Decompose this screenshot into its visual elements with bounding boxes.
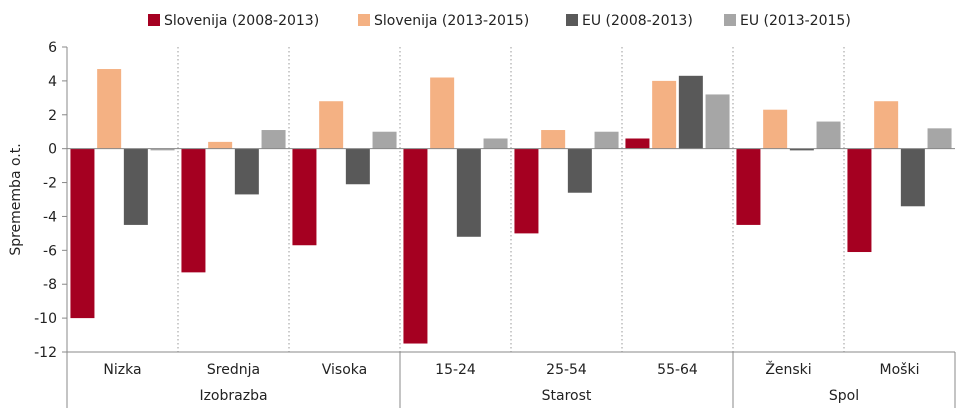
x-tick-label: 55-64: [657, 362, 698, 378]
bar-eu-2008-2013-nizka: [123, 148, 148, 225]
bar-slovenija-2008-2013-visoka: [292, 148, 317, 246]
y-tick-label: -2: [43, 176, 57, 192]
x-axis-labels: Nizka Srednja Visoka 15-24 25-54 55-64 Ženski M…: [66, 352, 956, 408]
x-tick-label: Srednja: [207, 362, 260, 378]
bar-eu-2008-2013-mo-ki: [900, 148, 925, 207]
bars: [70, 69, 952, 344]
legend-label: Slovenija (2008-2013): [164, 13, 319, 29]
y-axis-ticks: 6 4 2 0 -2 -4 -6 -8 -10 -12: [34, 40, 67, 361]
x-group-label: Starost: [542, 388, 592, 404]
bar-slovenija-2008-2013-25-54: [514, 148, 539, 234]
bar-eu-2008-2013-15-24: [456, 148, 481, 237]
legend-label: Slovenija (2013-2015): [374, 13, 529, 29]
x-tick-label: 15-24: [435, 362, 476, 378]
bar-eu-2013-2015-nizka: [150, 148, 175, 151]
y-tick-label: -10: [34, 311, 57, 327]
bar-eu-2008-2013-55-64: [678, 75, 703, 149]
y-axis-label: Sprememba o.t.: [8, 143, 24, 255]
bar-eu-2013-2015-enski: [816, 121, 841, 149]
bar-eu-2008-2013-srednja: [234, 148, 259, 195]
bar-eu-2008-2013-25-54: [567, 148, 592, 193]
y-tick-label: 0: [48, 142, 57, 158]
bar-slovenija-2008-2013-55-64: [625, 138, 650, 149]
y-tick-label: -4: [43, 209, 57, 225]
y-tick-label: -12: [34, 345, 57, 361]
bar-eu-2013-2015-15-24: [483, 138, 508, 149]
legend-swatch: [148, 14, 160, 26]
bar-slovenija-2008-2013-mo-ki: [847, 148, 872, 253]
y-tick-label: 2: [48, 108, 57, 124]
bar-slovenija-2013-2015-visoka: [319, 101, 344, 149]
bar-slovenija-2013-2015-mo-ki: [874, 101, 899, 149]
category-separators: [177, 47, 845, 352]
bar-eu-2008-2013-visoka: [345, 148, 370, 185]
x-group-label: Spol: [829, 388, 859, 404]
bar-eu-2013-2015-25-54: [594, 131, 619, 149]
bar-slovenija-2008-2013-15-24: [403, 148, 428, 344]
x-tick-label: Ženski: [765, 360, 811, 378]
bar-slovenija-2013-2015-nizka: [97, 69, 122, 149]
legend-label: EU (2013-2015): [740, 13, 851, 29]
x-group-label: Izobrazba: [199, 388, 267, 404]
bar-eu-2013-2015-mo-ki: [927, 128, 952, 149]
bar-slovenija-2013-2015-55-64: [652, 80, 677, 149]
bar-eu-2013-2015-srednja: [261, 130, 286, 149]
x-tick-label: Nizka: [103, 362, 141, 378]
bar-slovenija-2008-2013-nizka: [70, 148, 95, 319]
y-tick-label: 4: [48, 74, 57, 90]
bar-slovenija-2008-2013-enski: [736, 148, 761, 225]
bar-slovenija-2013-2015-15-24: [430, 77, 455, 149]
bar-slovenija-2013-2015-25-54: [541, 130, 566, 149]
legend-swatch: [724, 14, 736, 26]
x-tick-label: Visoka: [322, 362, 367, 378]
bar-eu-2008-2013-enski: [789, 148, 814, 151]
x-tick-label: Moški: [880, 362, 920, 378]
bar-slovenija-2008-2013-srednja: [181, 148, 206, 273]
legend-label: EU (2008-2013): [582, 13, 693, 29]
y-tick-label: -8: [43, 277, 57, 293]
bar-eu-2013-2015-visoka: [372, 131, 397, 149]
bar-eu-2013-2015-55-64: [705, 94, 730, 149]
y-tick-label: -6: [43, 243, 57, 259]
bar-slovenija-2013-2015-srednja: [208, 141, 233, 149]
legend: Slovenija (2008-2013) Slovenija (2013-201…: [148, 13, 851, 29]
y-tick-label: 6: [48, 40, 57, 56]
bar-slovenija-2013-2015-enski: [763, 109, 788, 149]
x-tick-label: 25-54: [546, 362, 587, 378]
legend-swatch: [358, 14, 370, 26]
axes: [66, 47, 955, 353]
legend-swatch: [566, 14, 578, 26]
